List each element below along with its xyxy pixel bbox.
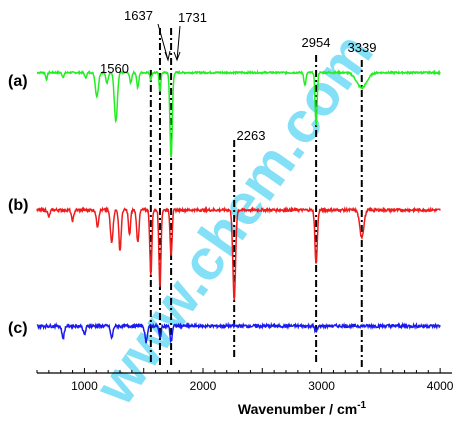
x-tick-label: 2000: [190, 379, 217, 393]
series-line-1: [36, 69, 441, 158]
spectra-series: [36, 69, 441, 344]
x-axis: 1000 2000 3000 4000 Wavenumber / cm-1: [36, 368, 454, 417]
peak-label-1560: 1560: [100, 61, 129, 76]
peak-label-2954: 2954: [302, 35, 331, 50]
arrow-1637: [157, 23, 171, 62]
peak-label-2263: 2263: [237, 128, 266, 143]
series-line-2: [36, 205, 441, 301]
peak-label-1731: 1731: [178, 10, 207, 25]
peak-label-3339: 3339: [348, 40, 377, 55]
series-label-3: (c): [8, 320, 28, 337]
x-tick-label: 1000: [71, 379, 98, 393]
series-line-3: [36, 321, 441, 344]
x-axis-label: Wavenumber / cm-1: [238, 400, 367, 417]
peak-label-1637: 1637: [124, 8, 153, 23]
x-tick-label: 3000: [308, 379, 335, 393]
series-label-1: (a): [8, 73, 28, 90]
x-tick-label: 4000: [427, 379, 454, 393]
arrow-1731: [173, 25, 181, 62]
annotations: (a) (b) (c) 1560 1637 1731 2263 2954 3339: [8, 8, 376, 337]
series-label-2: (b): [8, 197, 28, 214]
